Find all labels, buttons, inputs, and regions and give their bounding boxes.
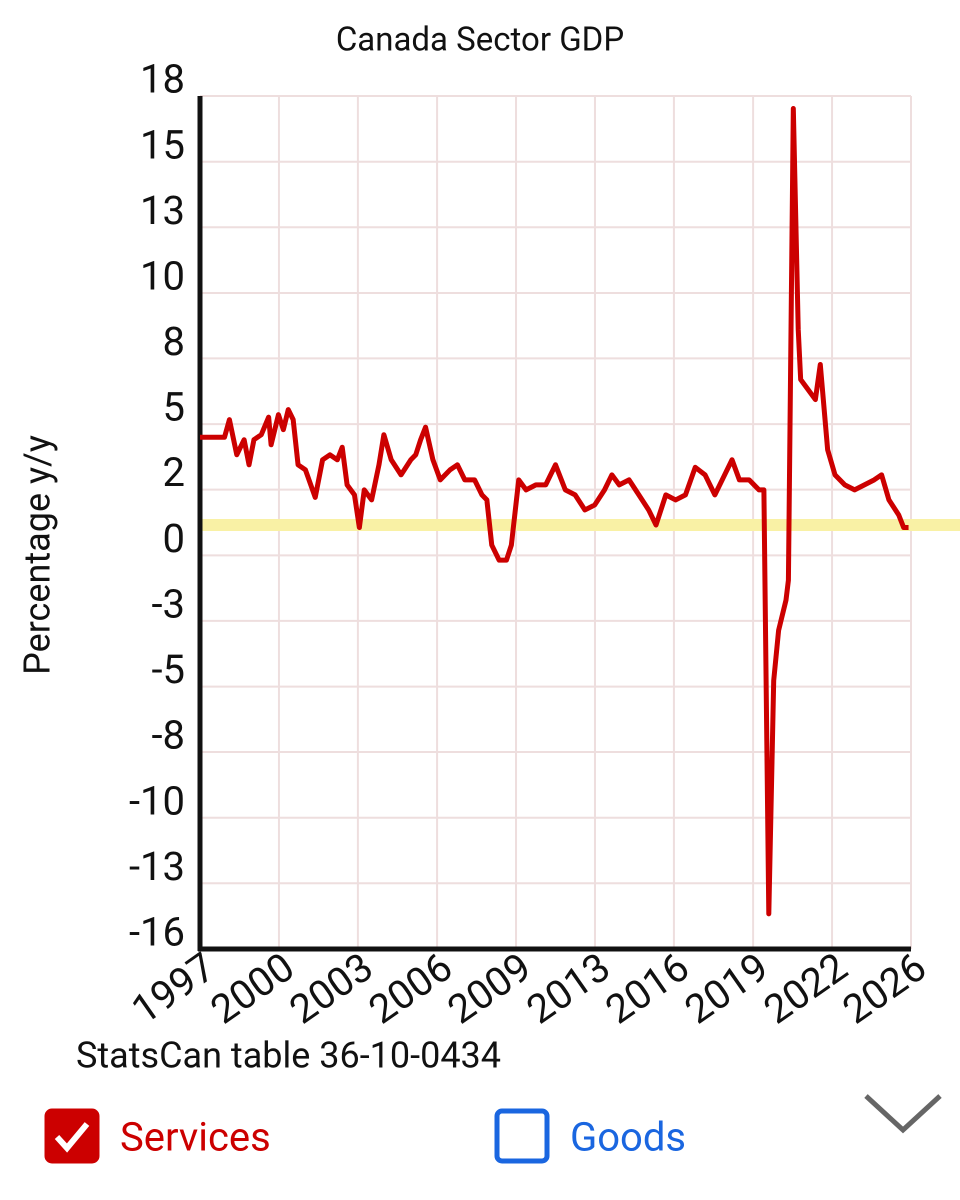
series-line bbox=[200, 106, 909, 917]
y-tick-label: 15 bbox=[140, 121, 185, 168]
y-tick-label: 2 bbox=[163, 449, 185, 496]
y-tick-label: 10 bbox=[140, 253, 185, 300]
y-tick-label: 13 bbox=[140, 187, 185, 234]
x-tick-label: 2019 bbox=[676, 943, 777, 1033]
y-axis-label: Percentage y/y bbox=[17, 435, 59, 675]
y-tick-label: -5 bbox=[151, 646, 185, 693]
x-tick-label: 2013 bbox=[518, 943, 619, 1033]
legend-checkbox[interactable] bbox=[44, 1108, 100, 1164]
expand-chevron[interactable] bbox=[864, 1094, 942, 1134]
legend-label[interactable]: Services bbox=[120, 1114, 271, 1161]
y-tick-label: 18 bbox=[140, 56, 185, 103]
x-tick-label: 2016 bbox=[597, 943, 698, 1033]
x-tick-label: 1997 bbox=[123, 943, 224, 1033]
checkmark[interactable] bbox=[54, 1122, 90, 1153]
y-tick-label: -13 bbox=[129, 843, 185, 890]
x-tick-label: 2000 bbox=[202, 943, 303, 1033]
y-tick-label: -10 bbox=[129, 777, 185, 824]
source-note: StatsCan table 36-10-0434 bbox=[76, 1035, 501, 1077]
x-tick-label: 2026 bbox=[834, 943, 935, 1033]
y-tick-label: -16 bbox=[129, 909, 185, 956]
chart-title: Canada Sector GDP bbox=[336, 21, 624, 60]
x-tick-label: 2003 bbox=[281, 943, 382, 1033]
x-tick-label: 2006 bbox=[360, 943, 461, 1033]
x-tick-label: 2022 bbox=[755, 943, 856, 1033]
y-tick-label: -3 bbox=[151, 580, 185, 627]
y-tick-label: 0 bbox=[163, 515, 185, 562]
legend-label[interactable]: Goods bbox=[570, 1114, 686, 1161]
y-tick-label: -8 bbox=[151, 712, 185, 759]
legend-checkbox[interactable] bbox=[494, 1108, 550, 1164]
y-tick-label: 5 bbox=[163, 384, 185, 431]
y-tick-label: 8 bbox=[163, 318, 185, 365]
x-tick-label: 2009 bbox=[439, 943, 540, 1033]
